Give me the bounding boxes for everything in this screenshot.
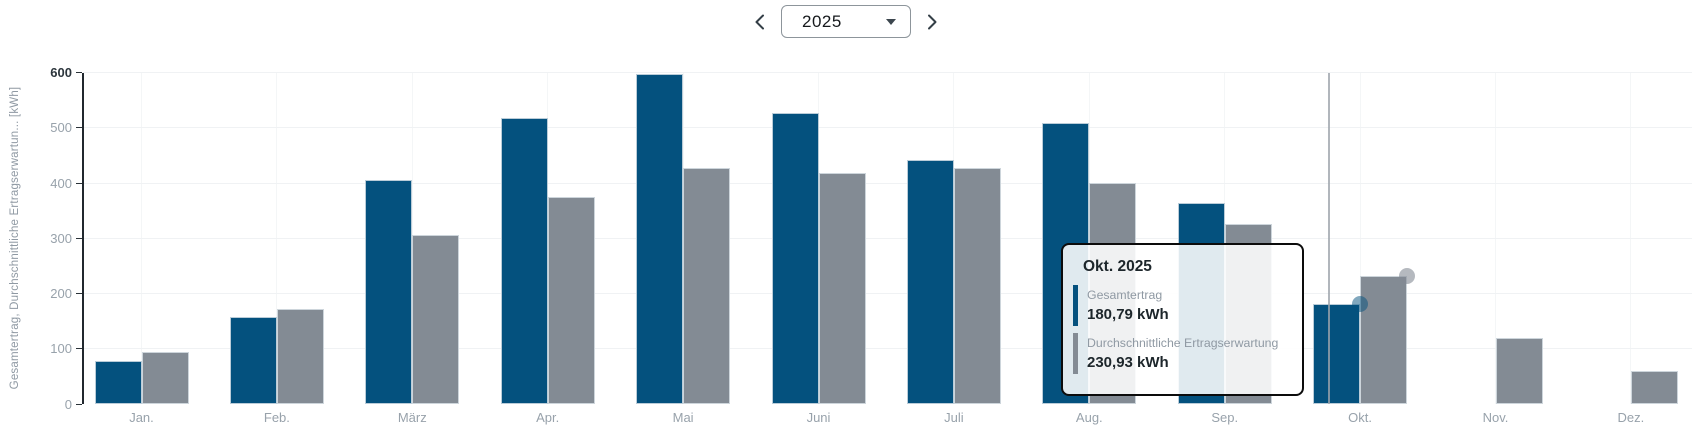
y-tick-label: 400	[50, 175, 72, 191]
x-tick-label: Apr.	[536, 410, 560, 425]
x-tick-label: Juni	[806, 410, 831, 425]
bar-ertragserwartung-jan[interactable]	[141, 351, 189, 404]
tooltip-series-value: 180,79 kWh	[1087, 306, 1169, 323]
y-tick-label: 100	[50, 341, 72, 357]
x-tick-label: Juli	[944, 410, 964, 425]
bar-ertragserwartung-juni[interactable]	[818, 172, 866, 404]
next-year-button[interactable]	[920, 7, 944, 37]
y-axis-tick	[76, 403, 82, 405]
bar-gesamtertrag-apr[interactable]	[500, 118, 548, 404]
bar-ertragserwartung-okt[interactable]	[1360, 276, 1408, 404]
bar-ertragserwartung-dez[interactable]	[1630, 370, 1678, 404]
year-select[interactable]: 2025	[781, 5, 911, 38]
y-tick-label: 0	[64, 396, 72, 412]
y-axis-tick	[76, 72, 82, 73]
y-axis-title: Gesamtertrag, Durchschnittliche Ertragse…	[9, 86, 21, 390]
hover-dot-ertragserwartung	[1399, 268, 1416, 285]
y-axis-tick	[76, 182, 82, 184]
bar-ertragserwartung-feb[interactable]	[276, 308, 324, 404]
x-tick-label: Jan.	[129, 410, 154, 425]
y-axis-tick	[76, 127, 82, 129]
tooltip-row-ertragserwartung: Durchschnittliche Ertragserwartung 230,9…	[1073, 333, 1292, 374]
y-axis-tick	[76, 348, 82, 350]
x-tick-label: Nov.	[1482, 410, 1509, 425]
y-axis-tick	[76, 237, 82, 239]
hover-dot-gesamtertrag	[1352, 296, 1369, 313]
year-navigation: 2025	[748, 5, 944, 38]
bar-ertragserwartung-apr[interactable]	[547, 196, 595, 404]
bar-ertragserwartung-nov[interactable]	[1495, 338, 1543, 404]
hover-crosshair-line	[1328, 72, 1330, 404]
bar-gesamtertrag-feb[interactable]	[229, 317, 277, 404]
bar-gesamtertrag-juli[interactable]	[906, 159, 954, 404]
y-axis-tick	[76, 293, 82, 294]
horizontal-gridline	[83, 72, 1692, 73]
y-tick-label: 200	[50, 286, 72, 301]
horizontal-gridline	[83, 237, 1692, 239]
series-marker-gesamtertrag	[1073, 285, 1078, 326]
caret-down-icon	[886, 18, 896, 25]
bar-gesamtertrag-juni[interactable]	[771, 113, 819, 404]
y-tick-label: 500	[50, 120, 72, 136]
bar-ertragserwartung-märz[interactable]	[412, 234, 460, 404]
bar-gesamtertrag-jan[interactable]	[94, 360, 142, 404]
bar-ertragserwartung-juli[interactable]	[953, 167, 1001, 404]
tooltip-series-label: Durchschnittliche Ertragserwartung	[1087, 336, 1279, 350]
bar-gesamtertrag-okt[interactable]	[1313, 304, 1361, 404]
year-value: 2025	[802, 11, 842, 31]
x-tick-label: Mai	[672, 410, 694, 425]
x-tick-label: Feb.	[263, 410, 290, 425]
y-axis-line	[82, 72, 84, 404]
x-tick-label: Dez.	[1617, 410, 1645, 425]
x-tick-label: März	[397, 410, 427, 425]
x-tick-label: Aug.	[1075, 410, 1103, 425]
horizontal-gridline	[83, 293, 1692, 294]
chevron-left-icon	[755, 14, 764, 29]
series-marker-ertragserwartung	[1073, 333, 1078, 374]
y-tick-label: 600	[50, 65, 72, 80]
x-tick-label: Okt.	[1348, 410, 1373, 425]
tooltip-series-value: 230,93 kWh	[1087, 354, 1169, 371]
bar-gesamtertrag-mai[interactable]	[636, 74, 684, 404]
horizontal-gridline	[83, 127, 1692, 129]
prev-year-button[interactable]	[748, 7, 772, 37]
chart-tooltip: Okt. 2025 Gesamtertrag 180,79 kWh Durchs…	[1061, 243, 1304, 396]
x-tick-label: Sep.	[1211, 410, 1239, 425]
bar-ertragserwartung-mai[interactable]	[683, 168, 731, 404]
bar-gesamtertrag-märz[interactable]	[365, 180, 413, 404]
y-tick-label: 300	[50, 230, 72, 246]
tooltip-row-gesamtertrag: Gesamtertrag 180,79 kWh	[1073, 285, 1292, 326]
horizontal-gridline	[83, 348, 1692, 350]
chevron-right-icon	[928, 14, 937, 29]
tooltip-series-label: Gesamtertrag	[1087, 288, 1163, 302]
tooltip-title: Okt. 2025	[1083, 258, 1152, 275]
horizontal-gridline	[83, 182, 1692, 184]
